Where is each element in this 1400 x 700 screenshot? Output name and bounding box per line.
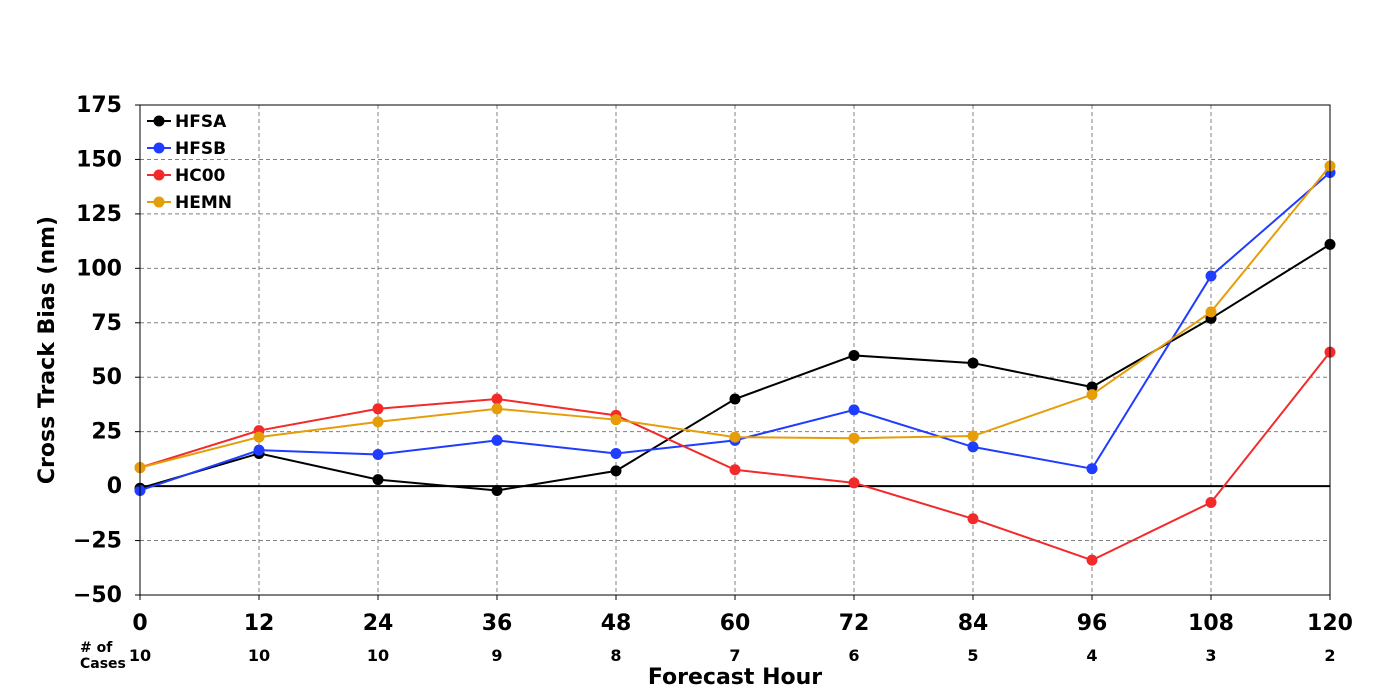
data-point-hfsa: [372, 474, 384, 486]
data-point-hemn: [729, 431, 741, 443]
y-tick-label: 100: [76, 256, 122, 281]
y-tick-label: 0: [107, 474, 122, 499]
legend-label-hfsb: HFSB: [175, 139, 226, 159]
data-point-hfsa: [610, 465, 622, 477]
y-tick-label: 50: [91, 365, 122, 390]
data-point-hfsb: [1205, 270, 1217, 282]
y-tick-label: 175: [76, 93, 122, 118]
y-axis-ticks: −50 −25 0 25 50 75 100 125 150 175: [73, 93, 140, 608]
y-tick-label: −25: [73, 529, 122, 554]
case-count: 4: [1086, 646, 1097, 665]
data-point-hemn: [848, 432, 860, 444]
series-group: [134, 160, 1336, 566]
y-tick-label: 150: [76, 147, 122, 172]
y-tick-label: −50: [73, 583, 122, 608]
x-tick-label: 36: [482, 611, 513, 636]
data-point-hemn: [253, 431, 265, 443]
legend-marker-hfsb: [153, 142, 165, 154]
case-count: 8: [610, 646, 621, 665]
data-point-hfsa: [848, 349, 860, 361]
x-tick-label: 120: [1307, 611, 1353, 636]
case-count: 6: [848, 646, 859, 665]
data-point-hfsb: [967, 441, 979, 453]
case-count: 9: [491, 646, 502, 665]
y-axis-label: Cross Track Bias (nm): [35, 216, 60, 484]
case-count: 3: [1205, 646, 1216, 665]
data-point-hfsa: [729, 393, 741, 405]
data-point-hfsa: [1086, 381, 1098, 393]
data-point-hfsa: [491, 484, 503, 496]
data-point-hc00: [1086, 554, 1098, 566]
x-tick-label: 84: [958, 611, 989, 636]
x-tick-label: 60: [720, 611, 751, 636]
grid-lines: [139, 104, 1331, 596]
data-point-hfsb: [1086, 463, 1098, 475]
x-tick-label: 24: [363, 611, 394, 636]
y-tick-label: 75: [91, 311, 122, 336]
case-count: 10: [367, 646, 389, 665]
case-count: 10: [129, 646, 151, 665]
data-point-hemn: [1205, 306, 1217, 318]
x-tick-label: 108: [1188, 611, 1234, 636]
x-tick-label: 12: [244, 611, 275, 636]
x-tick-label: 0: [132, 611, 147, 636]
data-point-hfsb: [491, 434, 503, 446]
case-count: 5: [967, 646, 978, 665]
case-counts: # of Cases 10 10 10 9 8 7 6 5 4 3 2: [80, 640, 1336, 672]
data-point-hc00: [848, 477, 860, 489]
data-point-hemn: [372, 416, 384, 428]
data-point-hemn: [491, 403, 503, 415]
data-point-hfsb: [253, 444, 265, 456]
data-point-hemn: [610, 414, 622, 426]
data-point-hc00: [1205, 496, 1217, 508]
x-axis-ticks: 0 12 24 36 48 60 72 84 96 108 120: [132, 595, 1353, 636]
legend-marker-hfsa: [153, 115, 165, 127]
data-point-hemn: [967, 430, 979, 442]
legend: HFSA HFSB HC00 HEMN: [147, 112, 232, 213]
x-tick-label: 96: [1077, 611, 1108, 636]
cases-row-label: # of Cases: [80, 640, 126, 672]
data-point-hemn: [1086, 389, 1098, 401]
data-point-hc00: [372, 403, 384, 415]
x-tick-label: 72: [839, 611, 870, 636]
case-count: 2: [1324, 646, 1335, 665]
legend-label-hc00: HC00: [175, 166, 226, 186]
data-point-hfsb: [610, 447, 622, 459]
y-tick-label: 125: [76, 202, 122, 227]
data-point-hfsa: [967, 357, 979, 369]
data-point-hc00: [967, 513, 979, 525]
data-point-hfsb: [372, 449, 384, 461]
data-point-hc00: [491, 393, 503, 405]
case-count: 10: [248, 646, 270, 665]
case-count: 7: [729, 646, 740, 665]
x-tick-label: 48: [601, 611, 632, 636]
x-axis-label: Forecast Hour: [648, 665, 822, 690]
legend-marker-hemn: [153, 196, 165, 208]
legend-label-hfsa: HFSA: [175, 112, 227, 132]
data-point-hc00: [729, 464, 741, 476]
legend-marker-hc00: [153, 169, 165, 181]
data-point-hfsb: [848, 404, 860, 416]
legend-label-hemn: HEMN: [175, 193, 232, 213]
y-tick-label: 25: [91, 420, 122, 445]
